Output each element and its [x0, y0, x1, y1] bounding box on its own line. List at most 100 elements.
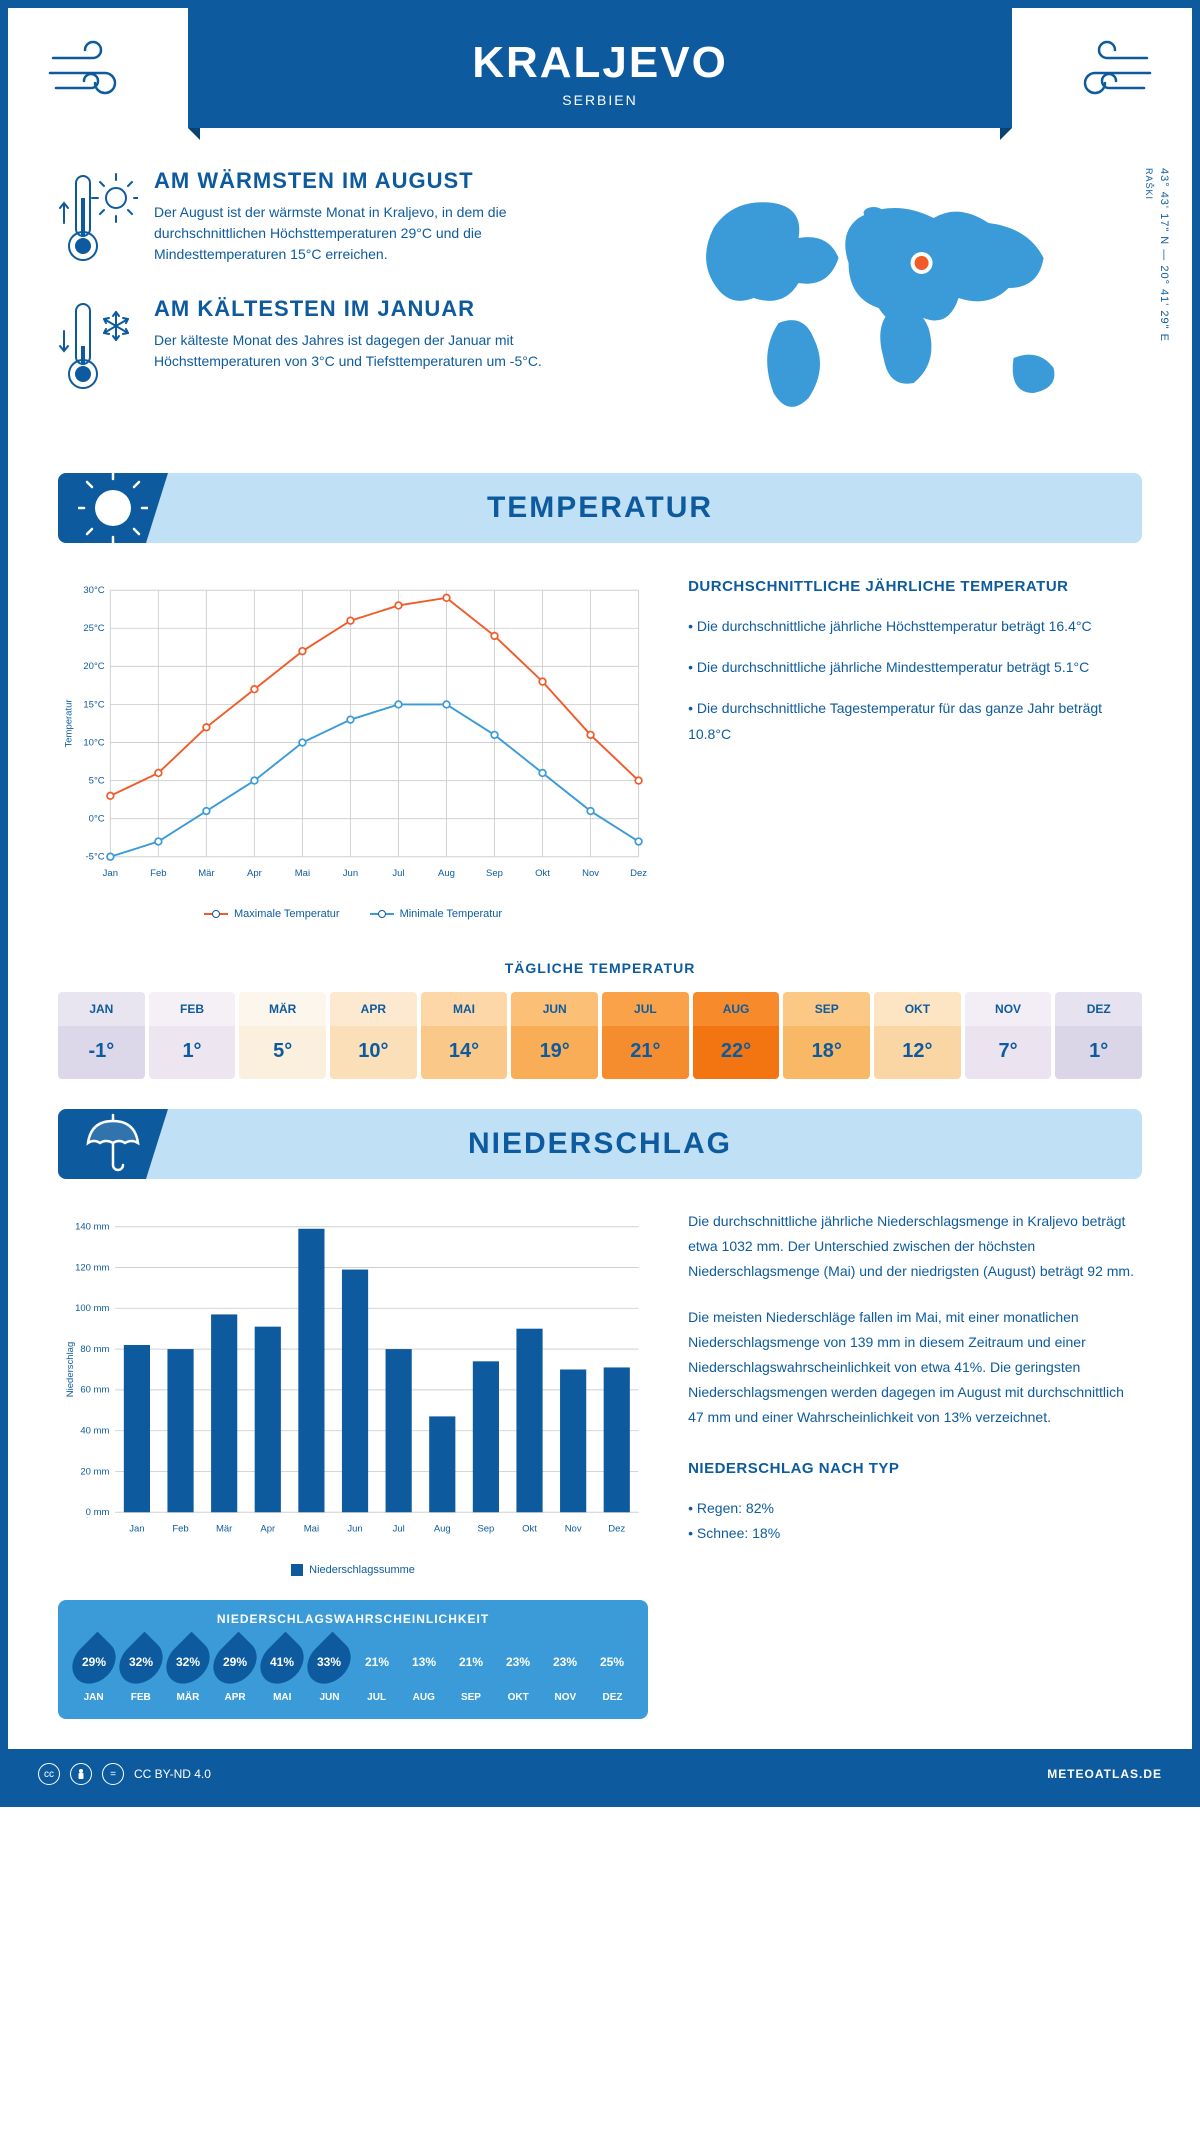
legend-min: Minimale Temperatur [400, 908, 503, 920]
prob-cell: 21%JUL [355, 1638, 398, 1703]
precip-p1: Die durchschnittliche jährliche Niedersc… [688, 1209, 1142, 1285]
precipitation-section-header: NIEDERSCHLAG [58, 1109, 1142, 1179]
sun-icon [58, 473, 168, 543]
svg-text:Jul: Jul [392, 868, 404, 879]
prob-cell: 33%JUN [308, 1638, 351, 1703]
svg-text:Jan: Jan [129, 1523, 144, 1534]
wind-icon-left [48, 38, 138, 122]
svg-text:15°C: 15°C [83, 699, 104, 710]
svg-text:80 mm: 80 mm [80, 1344, 109, 1355]
page-frame: KRALJEVO SERBIEN AM WÄRMSTEN IM AUGUST D… [0, 0, 1200, 1807]
nd-icon: = [102, 1763, 124, 1785]
daily-cell: DEZ1° [1055, 992, 1142, 1079]
svg-text:Okt: Okt [535, 868, 550, 879]
svg-text:30°C: 30°C [83, 585, 104, 596]
svg-text:120 mm: 120 mm [75, 1262, 109, 1273]
svg-text:0 mm: 0 mm [86, 1507, 110, 1518]
temperature-line-chart: -5°C0°C5°C10°C15°C20°C25°C30°CJanFebMärA… [58, 573, 648, 920]
svg-text:Jul: Jul [393, 1523, 405, 1534]
svg-text:Jun: Jun [343, 868, 358, 879]
svg-text:Feb: Feb [172, 1523, 188, 1534]
world-map-block: RAŠKI 43° 43' 17" N — 20° 41' 29" E [645, 168, 1142, 433]
svg-text:Nov: Nov [582, 868, 599, 879]
svg-text:Sep: Sep [477, 1523, 494, 1534]
coldest-text: Der kälteste Monat des Jahres ist dagege… [154, 330, 605, 372]
warmest-fact: AM WÄRMSTEN IM AUGUST Der August ist der… [58, 168, 605, 268]
temp-legend: Maximale Temperatur Minimale Temperatur [58, 908, 648, 920]
license-text: CC BY-ND 4.0 [134, 1767, 211, 1781]
umbrella-icon [58, 1109, 168, 1179]
temperature-title: TEMPERATUR [487, 491, 713, 524]
svg-text:140 mm: 140 mm [75, 1222, 109, 1233]
site-name: METEOATLAS.DE [1047, 1767, 1162, 1781]
legend-precip: Niederschlagssumme [309, 1564, 415, 1576]
precip-type-title: NIEDERSCHLAG NACH TYP [688, 1455, 1142, 1482]
daily-cell: MÄR5° [239, 992, 326, 1079]
svg-text:Apr: Apr [260, 1523, 275, 1534]
svg-text:60 mm: 60 mm [80, 1385, 109, 1396]
svg-text:Jan: Jan [103, 868, 118, 879]
svg-text:100 mm: 100 mm [75, 1303, 109, 1314]
svg-text:20°C: 20°C [83, 661, 104, 672]
coldest-fact: AM KÄLTESTEN IM JANUAR Der kälteste Mona… [58, 296, 605, 396]
by-icon [70, 1763, 92, 1785]
precip-p2: Die meisten Niederschläge fallen im Mai,… [688, 1305, 1142, 1431]
svg-text:Nov: Nov [565, 1523, 582, 1534]
warmest-text: Der August ist der wärmste Monat in Kral… [154, 202, 605, 265]
precip-type: • Regen: 82% [688, 1496, 1142, 1521]
prob-cell: 32%MÄR [166, 1638, 209, 1703]
region-label: RAŠKI [1144, 168, 1154, 200]
svg-text:Mai: Mai [295, 868, 310, 879]
header-banner: KRALJEVO SERBIEN [188, 8, 1012, 128]
daily-cell: AUG22° [693, 992, 780, 1079]
world-map-icon [645, 168, 1142, 428]
svg-text:Okt: Okt [522, 1523, 537, 1534]
cc-icon: cc [38, 1763, 60, 1785]
svg-text:Aug: Aug [434, 1523, 451, 1534]
svg-text:Apr: Apr [247, 868, 262, 879]
daily-temp-title: TÄGLICHE TEMPERATUR [58, 960, 1142, 976]
prob-cell: 23%NOV [544, 1638, 587, 1703]
prob-cell: 29%JAN [72, 1638, 115, 1703]
svg-text:10°C: 10°C [83, 737, 104, 748]
svg-text:Dez: Dez [608, 1523, 625, 1534]
daily-cell: JUL21° [602, 992, 689, 1079]
svg-text:5°C: 5°C [89, 775, 105, 786]
daily-temp-table: JAN-1°FEB1°MÄR5°APR10°MAI14°JUN19°JUL21°… [58, 992, 1142, 1079]
city-name: KRALJEVO [188, 38, 1012, 88]
warmest-title: AM WÄRMSTEN IM AUGUST [154, 168, 605, 194]
svg-text:Jun: Jun [347, 1523, 362, 1534]
svg-text:20 mm: 20 mm [80, 1466, 109, 1477]
daily-cell: APR10° [330, 992, 417, 1079]
prob-cell: 32%FEB [119, 1638, 162, 1703]
temperature-section-header: TEMPERATUR [58, 473, 1142, 543]
temp-summary-title: DURCHSCHNITTLICHE JÄHRLICHE TEMPERATUR [688, 573, 1142, 600]
svg-text:40 mm: 40 mm [80, 1426, 109, 1437]
svg-text:Aug: Aug [438, 868, 455, 879]
precipitation-summary: Die durchschnittliche jährliche Niedersc… [688, 1209, 1142, 1546]
svg-text:0°C: 0°C [89, 814, 105, 825]
svg-text:Temperatur: Temperatur [63, 699, 74, 747]
precip-legend: Niederschlagssumme [58, 1564, 648, 1576]
legend-max: Maximale Temperatur [234, 908, 340, 920]
prob-cell: 25%DEZ [591, 1638, 634, 1703]
temp-bullet: • Die durchschnittliche Tagestemperatur … [688, 696, 1142, 746]
temp-bullet: • Die durchschnittliche jährliche Mindes… [688, 655, 1142, 680]
daily-cell: NOV7° [965, 992, 1052, 1079]
prob-cell: 21%SEP [449, 1638, 492, 1703]
wind-icon-right [1062, 38, 1152, 122]
precip-type: • Schnee: 18% [688, 1521, 1142, 1546]
daily-cell: MAI14° [421, 992, 508, 1079]
svg-text:-5°C: -5°C [86, 852, 105, 863]
precip-probability-box: NIEDERSCHLAGSWAHRSCHEINLICHKEIT 29%JAN32… [58, 1600, 648, 1719]
prob-cell: 13%AUG [402, 1638, 445, 1703]
thermometer-cold-icon [58, 296, 138, 396]
daily-cell: FEB1° [149, 992, 236, 1079]
country-name: SERBIEN [188, 92, 1012, 108]
daily-cell: JAN-1° [58, 992, 145, 1079]
svg-text:25°C: 25°C [83, 623, 104, 634]
footer: cc = CC BY-ND 4.0 METEOATLAS.DE [8, 1749, 1192, 1799]
coordinates: 43° 43' 17" N — 20° 41' 29" E [1158, 168, 1170, 342]
prob-cell: 41%MAI [261, 1638, 304, 1703]
prob-cell: 23%OKT [497, 1638, 540, 1703]
